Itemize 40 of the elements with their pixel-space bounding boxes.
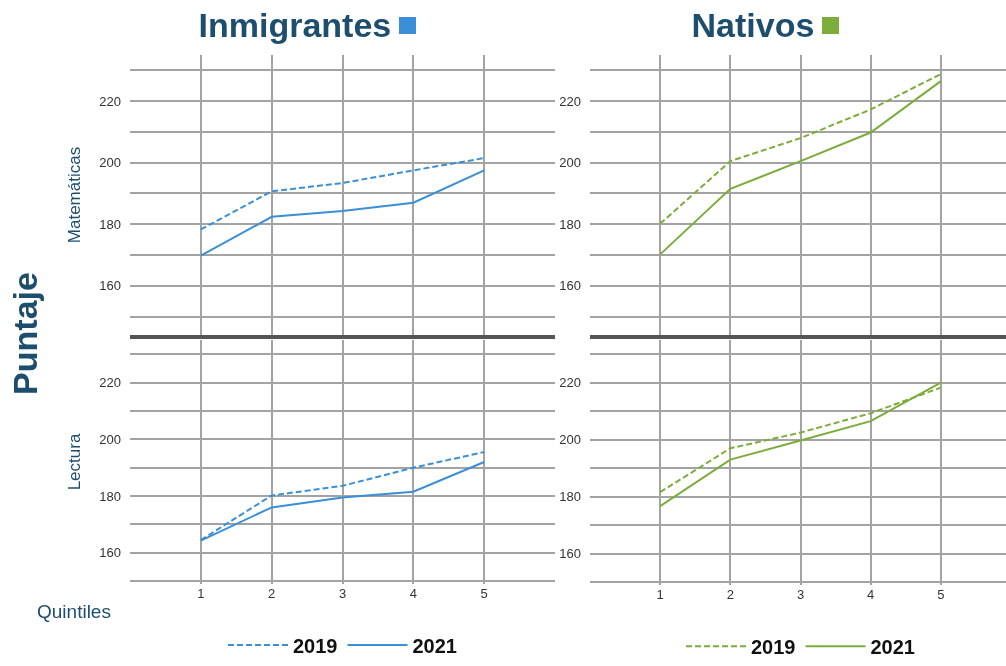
x-tick-label: 3 xyxy=(796,587,805,602)
text: Puntaje xyxy=(5,271,45,395)
legend-label: 2019 xyxy=(293,634,338,657)
chart-title: Inmigrantes xyxy=(198,6,392,45)
line-series xyxy=(659,80,942,256)
x-axis-title: Quintiles xyxy=(37,601,111,622)
y-tick-label: 160 xyxy=(559,278,581,294)
x-tick-label: 4 xyxy=(409,586,417,601)
y-tick-label: 180 xyxy=(559,216,581,232)
x-tick-label: 1 xyxy=(656,587,664,602)
y-tick-label: 200 xyxy=(559,155,581,171)
line-series xyxy=(659,73,942,225)
legend-label: 2021 xyxy=(412,634,457,657)
x-tick-label: 2 xyxy=(726,587,734,602)
x-tick-label: 2 xyxy=(268,586,276,601)
y-tick-label: 180 xyxy=(99,216,121,232)
x-tick-label: 4 xyxy=(867,587,875,602)
y-tick-label: 200 xyxy=(559,432,581,448)
y-axis-title: Lectura xyxy=(64,433,84,491)
legend-label: 2019 xyxy=(751,635,796,658)
y-tick-label: 200 xyxy=(99,155,121,171)
y-axis-title: Matemáticas xyxy=(64,146,84,244)
y-tick-label: 180 xyxy=(559,489,581,505)
y-tick-label: 220 xyxy=(559,93,581,109)
y-tick-label: 160 xyxy=(99,545,121,561)
chart-title: Nativos xyxy=(691,6,815,45)
x-tick-label: 5 xyxy=(937,587,945,602)
legend-label: 2021 xyxy=(870,635,915,658)
y-tick-label: 160 xyxy=(99,278,121,294)
y-tick-label: 220 xyxy=(99,375,121,391)
y-tick-label: 220 xyxy=(559,375,581,391)
y-tick-label: 200 xyxy=(99,431,121,447)
x-tick-label: 3 xyxy=(338,586,347,601)
x-tick-label: 1 xyxy=(197,586,205,601)
line-series xyxy=(199,157,486,231)
line-series xyxy=(199,169,486,257)
y-tick-label: 180 xyxy=(99,488,121,504)
x-tick-label: 5 xyxy=(480,586,488,601)
y-tick-label: 220 xyxy=(99,93,121,109)
y-tick-label: 160 xyxy=(559,546,581,562)
